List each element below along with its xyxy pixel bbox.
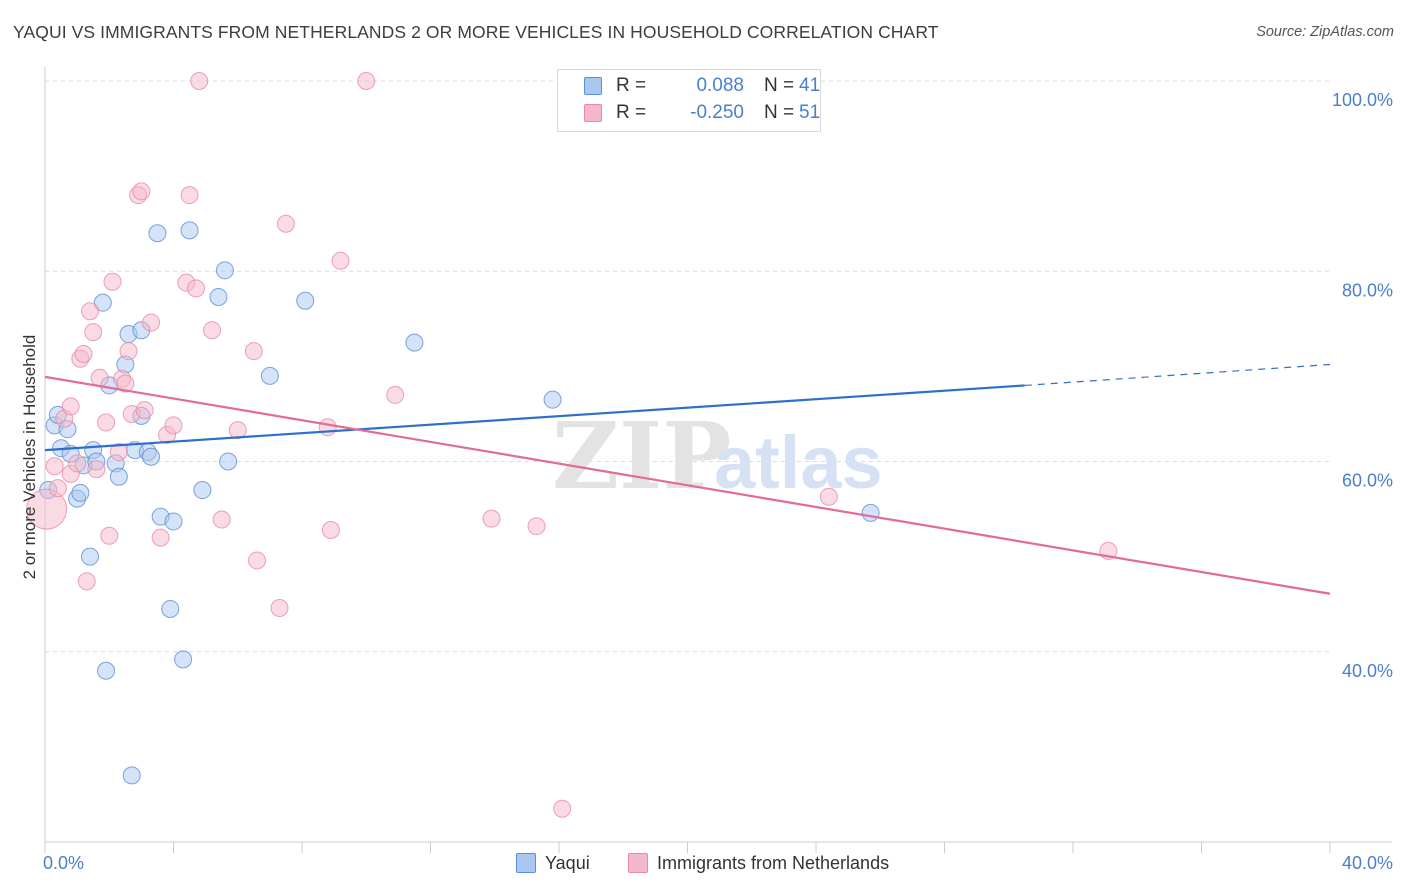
x-tick-labels: 0.0% 40.0% <box>43 853 1393 873</box>
legend-r-value: -0.250 <box>690 102 744 123</box>
netherlands-point <box>142 313 161 332</box>
legend-n-label: N = <box>764 102 795 123</box>
yaqui-point <box>164 512 183 531</box>
netherlands-point <box>180 186 199 205</box>
watermark-atlas: atlas <box>714 421 883 504</box>
netherlands-point <box>270 599 289 617</box>
yaqui-point <box>861 503 880 522</box>
yaqui-point <box>142 447 161 466</box>
netherlands-point <box>186 279 205 298</box>
legend-swatch-pink <box>584 104 602 122</box>
netherlands-trend-line <box>44 375 1331 595</box>
correlation-legend: R = 0.088 N = 41 R = -0.250 N = 51 <box>557 69 821 132</box>
yaqui-point <box>109 467 128 486</box>
yaqui-point <box>260 366 279 385</box>
y-tick-label: 80.0% <box>1342 280 1393 300</box>
yaqui-point <box>161 599 180 618</box>
yaqui-point <box>148 224 167 243</box>
yaqui-point <box>97 661 116 680</box>
yaqui-point <box>193 481 212 500</box>
netherlands-point <box>228 421 247 440</box>
x-tick-label: 40.0% <box>1342 853 1393 873</box>
yaqui-trend-extension <box>1024 363 1331 387</box>
netherlands-point <box>482 509 501 528</box>
grid-lines <box>45 80 1330 653</box>
netherlands-point <box>386 385 405 404</box>
netherlands-point <box>103 272 122 291</box>
netherlands-point <box>151 528 170 547</box>
netherlands-point <box>97 413 116 432</box>
data-points <box>26 72 1118 818</box>
netherlands-point <box>318 418 337 437</box>
y-tick-label: 60.0% <box>1342 471 1393 491</box>
yaqui-trend-line <box>44 384 1025 452</box>
yaqui-point <box>71 483 90 502</box>
netherlands-point <box>45 457 64 476</box>
yaqui-point <box>219 452 238 471</box>
legend-n-value: 41 <box>799 75 821 96</box>
netherlands-point <box>90 368 109 387</box>
bottom-legend-swatch-pink <box>628 853 648 873</box>
netherlands-point <box>116 374 135 393</box>
bottom-legend-swatch-blue <box>516 853 536 873</box>
bottom-legend-label: Yaqui <box>545 853 590 873</box>
netherlands-point <box>109 443 128 461</box>
yaqui-point <box>180 221 199 240</box>
yaqui-point <box>543 390 562 409</box>
netherlands-point <box>164 416 183 435</box>
yaqui-point <box>215 261 234 280</box>
watermark: ZIP atlas <box>552 402 883 510</box>
axes <box>44 67 1392 853</box>
y-tick-labels: 40.0% 60.0% 80.0% 100.0% <box>1332 90 1393 681</box>
netherlands-point <box>203 321 222 340</box>
x-tick-label: 0.0% <box>43 853 84 873</box>
netherlands-point <box>276 214 295 233</box>
netherlands-point <box>331 251 350 270</box>
legend-r-label: R = <box>616 102 647 123</box>
netherlands-point <box>68 454 87 473</box>
netherlands-point <box>819 487 838 506</box>
y-axis-label: 2 or more Vehicles in Household <box>20 335 39 580</box>
legend-swatch-blue <box>584 77 602 95</box>
netherlands-point <box>84 323 103 342</box>
yaqui-point <box>93 293 112 312</box>
netherlands-point <box>190 72 209 91</box>
netherlands-point <box>74 345 93 364</box>
netherlands-point <box>119 342 138 361</box>
netherlands-point <box>212 510 231 529</box>
netherlands-point <box>244 342 263 361</box>
netherlands-point <box>553 799 572 818</box>
netherlands-point <box>248 551 267 570</box>
y-tick-label: 40.0% <box>1342 661 1393 681</box>
netherlands-point <box>80 302 99 321</box>
y-tick-label: 100.0% <box>1332 90 1393 110</box>
netherlands-point <box>77 572 96 591</box>
yaqui-point <box>174 650 193 669</box>
netherlands-point <box>357 72 376 91</box>
yaqui-point <box>405 333 424 352</box>
netherlands-point <box>132 182 151 201</box>
netherlands-point <box>87 460 106 479</box>
watermark-zip: ZIP <box>552 402 731 510</box>
legend-r-value: 0.088 <box>696 75 744 96</box>
trend-lines <box>44 363 1331 595</box>
legend-n-value: 51 <box>799 102 821 123</box>
yaqui-point <box>296 291 315 310</box>
source-label: Source: ZipAtlas.com <box>1256 24 1394 40</box>
netherlands-point <box>61 397 80 416</box>
chart-title: YAQUI VS IMMIGRANTS FROM NETHERLANDS 2 O… <box>13 22 939 42</box>
netherlands-point <box>321 521 340 539</box>
bottom-legend-label: Immigrants from Netherlands <box>657 853 890 873</box>
netherlands-point <box>26 488 68 530</box>
yaqui-point <box>122 766 141 785</box>
netherlands-point <box>48 479 67 498</box>
yaqui-point <box>80 547 99 566</box>
netherlands-point <box>100 526 119 545</box>
legend-r-label: R = <box>616 75 647 96</box>
netherlands-point <box>135 401 154 420</box>
legend-n-label: N = <box>764 75 795 96</box>
yaqui-point <box>209 287 228 306</box>
netherlands-point <box>527 517 546 536</box>
